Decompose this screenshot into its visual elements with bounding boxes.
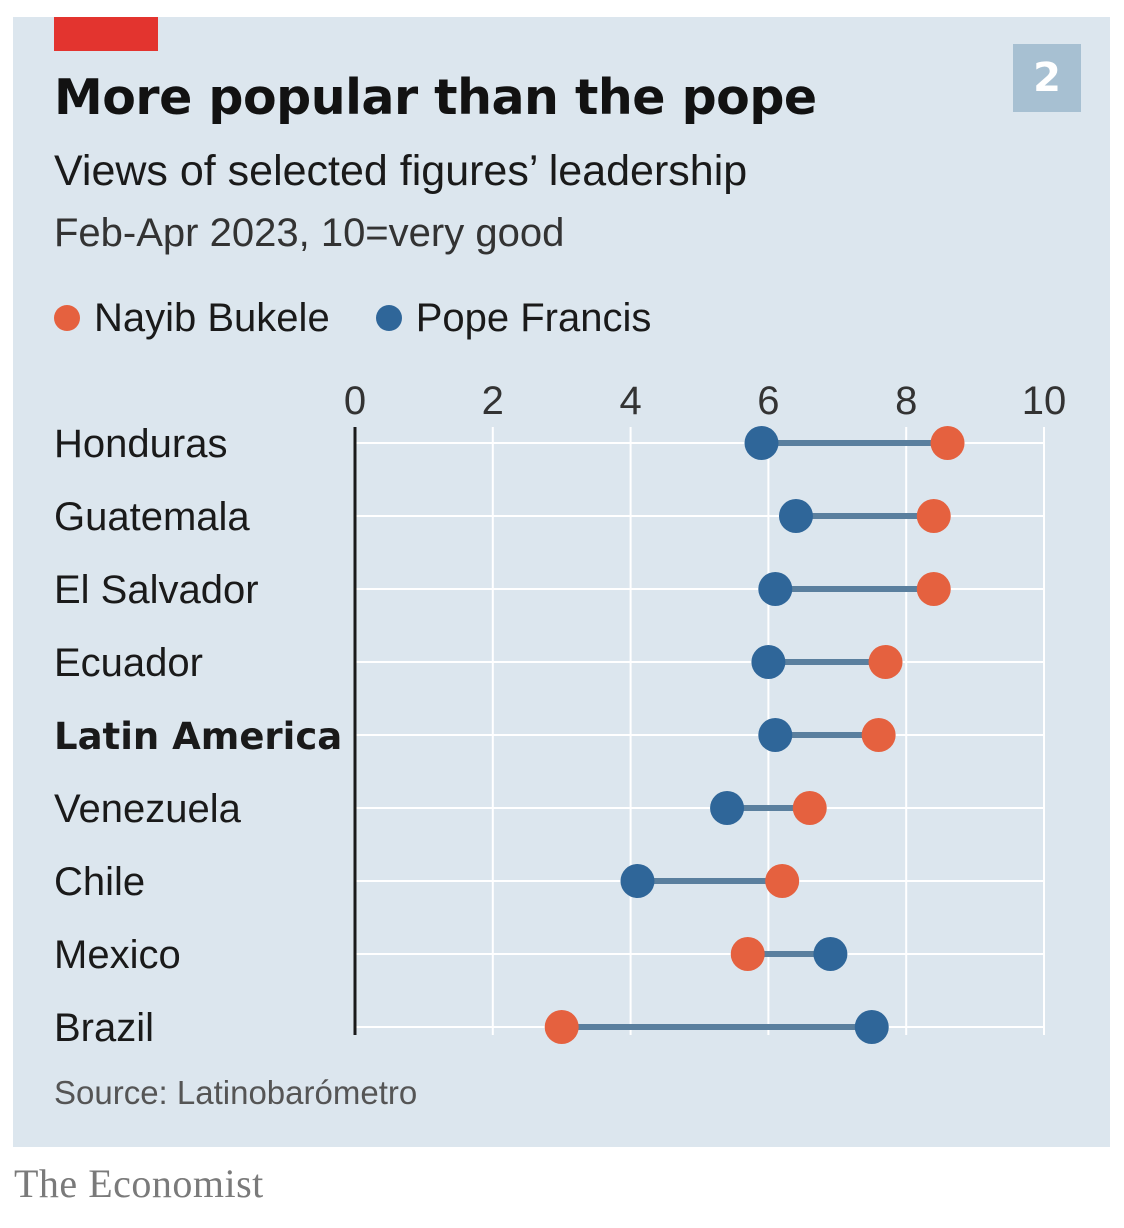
- chart-number-badge: 2: [1013, 44, 1081, 112]
- chart-note: Feb-Apr 2023, 10=very good: [54, 211, 565, 255]
- bukele-dot: [916, 572, 951, 606]
- category-label: Ecuador: [54, 641, 203, 685]
- francis-dot: [854, 1010, 889, 1044]
- legend-item-francis: Pope Francis: [375, 295, 652, 341]
- bukele-dot: [730, 937, 765, 971]
- x-tick-label-6: 6: [757, 379, 779, 423]
- legend-label-bukele: Nayib Bukele: [94, 295, 330, 340]
- source-note: Source: Latinobarómetro: [54, 1074, 418, 1111]
- category-label: Brazil: [54, 1006, 154, 1050]
- bukele-dot: [765, 864, 800, 898]
- category-label: Honduras: [54, 422, 227, 466]
- francis-dot: [758, 572, 793, 606]
- brand-logo: The Economist: [14, 1161, 264, 1206]
- bukele-dot: [544, 1010, 579, 1044]
- x-tick-label-10: 10: [1022, 379, 1067, 423]
- category-label: Venezuela: [54, 787, 242, 831]
- x-tick-label-2: 2: [482, 379, 504, 423]
- bukele-dot: [868, 645, 903, 679]
- category-label: Guatemala: [54, 495, 250, 539]
- legend-dot-francis: [375, 305, 402, 331]
- chart-panel: 2 More popular than the pope Views of se…: [13, 17, 1110, 1147]
- legend-dot-bukele: [54, 305, 80, 331]
- francis-dot: [751, 645, 786, 679]
- francis-dot: [744, 426, 779, 460]
- red-accent-tag: [54, 17, 158, 51]
- legend-item-bukele: Nayib Bukele: [54, 296, 330, 341]
- francis-dot: [710, 791, 745, 825]
- chart-subtitle: Views of selected figures’ leadership: [54, 147, 748, 195]
- dot-plot-chart: 0 2 4 6 8 10 Honduras Guatemala El Salvador Ecuad…: [54, 379, 1067, 1050]
- category-label: Mexico: [54, 933, 181, 977]
- bukele-dot: [861, 718, 896, 752]
- category-label: Latin America: [54, 715, 342, 758]
- x-tick-label-0: 0: [344, 379, 366, 423]
- x-tick-label-8: 8: [895, 379, 917, 423]
- legend-label-francis: Pope Francis: [415, 295, 652, 340]
- bukele-dot: [930, 426, 965, 460]
- category-label: Chile: [54, 860, 145, 904]
- francis-dot: [778, 499, 813, 533]
- francis-dot: [813, 937, 848, 971]
- legend: Nayib Bukele Pope Francis: [54, 293, 697, 343]
- bukele-dot: [916, 499, 951, 533]
- x-tick-label-4: 4: [619, 379, 641, 423]
- francis-dot: [620, 864, 655, 898]
- bukele-dot: [792, 791, 827, 825]
- francis-dot: [758, 718, 793, 752]
- category-label: El Salvador: [54, 568, 259, 612]
- chart-title: More popular than the pope: [54, 69, 817, 126]
